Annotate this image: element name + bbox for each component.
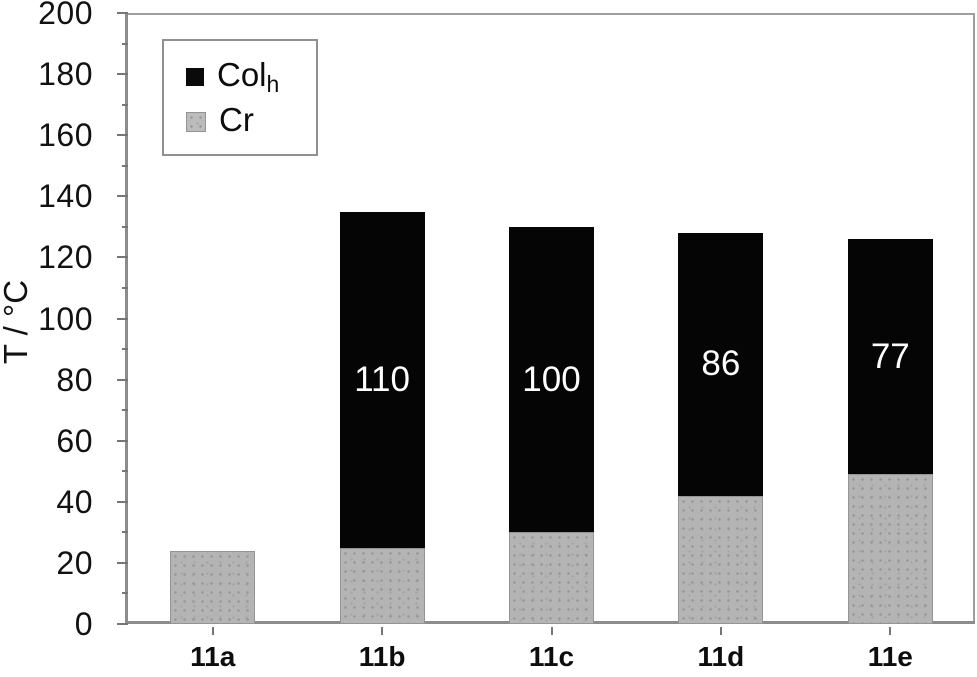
y-axis-tick-label: 200	[38, 0, 93, 31]
y-axis-major-tick	[117, 12, 128, 14]
plot-frame	[128, 13, 975, 624]
y-axis-minor-tick	[122, 531, 128, 534]
y-axis-minor-tick	[122, 103, 128, 106]
x-axis-tick	[550, 627, 553, 635]
y-axis-major-tick	[117, 256, 128, 259]
bar-segment-colh-11d	[678, 232, 764, 496]
x-axis-category-label-11d: 11d	[697, 641, 745, 672]
x-axis-category-label-11c: 11c	[528, 641, 575, 672]
y-axis-major-tick	[117, 439, 128, 442]
y-axis-major-tick	[117, 317, 128, 320]
bar-segment-colh-11e	[847, 239, 933, 475]
y-axis-tick-label: 160	[38, 117, 93, 154]
legend-item-colh: Colh	[186, 56, 316, 97]
y-axis-minor-tick	[122, 225, 128, 228]
y-axis-major-tick	[117, 561, 128, 564]
bar-value-label-11c: 100	[522, 359, 581, 399]
y-axis-tick-label: 0	[74, 606, 93, 642]
legend-item-cr: Cr	[186, 101, 316, 140]
legend-label-colh-subscript: h	[266, 71, 280, 97]
y-axis-major-tick	[117, 195, 128, 198]
y-axis-tick-label: 40	[56, 483, 93, 520]
y-axis-tick-label: 120	[38, 239, 93, 276]
y-axis-minor-tick	[122, 470, 128, 473]
y-axis-major-tick	[117, 73, 128, 76]
y-axis-tick-label: 20	[56, 544, 93, 581]
y-axis-tick-label: 180	[38, 56, 93, 93]
legend-label-cr: Cr	[219, 101, 254, 138]
bar-segment-cr-11d	[678, 495, 764, 624]
x-axis-tick	[211, 627, 214, 635]
bar-segment-cr-11a	[170, 550, 256, 624]
bar-segment-colh-11b	[339, 211, 425, 548]
bar-value-label-11b: 110	[354, 359, 410, 399]
x-axis-category-label-11e: 11e	[867, 641, 913, 672]
bar-segment-colh-11c	[509, 226, 594, 533]
x-axis-tick	[381, 627, 384, 635]
y-axis-tick-label: 100	[38, 300, 93, 337]
x-axis-tick	[889, 627, 892, 635]
bar-value-label-11e: 77	[870, 336, 910, 376]
y-axis-major-tick	[117, 500, 128, 503]
y-axis-minor-tick	[122, 286, 128, 289]
bar-segment-cr-11b	[339, 547, 425, 624]
bar-segment-cr-11c	[509, 532, 594, 624]
y-axis-minor-tick	[122, 592, 128, 595]
y-axis-minor-tick	[122, 348, 128, 351]
y-axis-minor-tick	[122, 42, 128, 45]
legend-swatch-cr-icon	[186, 111, 206, 132]
x-axis-tick	[719, 627, 722, 635]
y-axis-tick-label: 60	[56, 422, 93, 459]
y-axis-tick-label: 140	[38, 178, 93, 215]
y-axis-major-tick	[117, 623, 128, 625]
x-axis-category-label-11b: 11b	[358, 641, 406, 672]
y-axis-major-tick	[117, 134, 128, 137]
legend: Colh Cr	[162, 39, 318, 156]
y-axis-minor-tick	[122, 164, 128, 167]
y-axis-major-tick	[117, 378, 128, 381]
x-axis-category-label-11a: 11a	[190, 641, 236, 672]
y-axis-tick-label: 80	[56, 361, 93, 398]
bar-segment-cr-11e	[847, 474, 933, 624]
legend-label-colh: Colh	[217, 56, 280, 97]
y-axis-minor-tick	[122, 409, 128, 412]
bar-value-label-11d: 86	[701, 344, 741, 384]
legend-swatch-colh-icon	[186, 67, 204, 86]
